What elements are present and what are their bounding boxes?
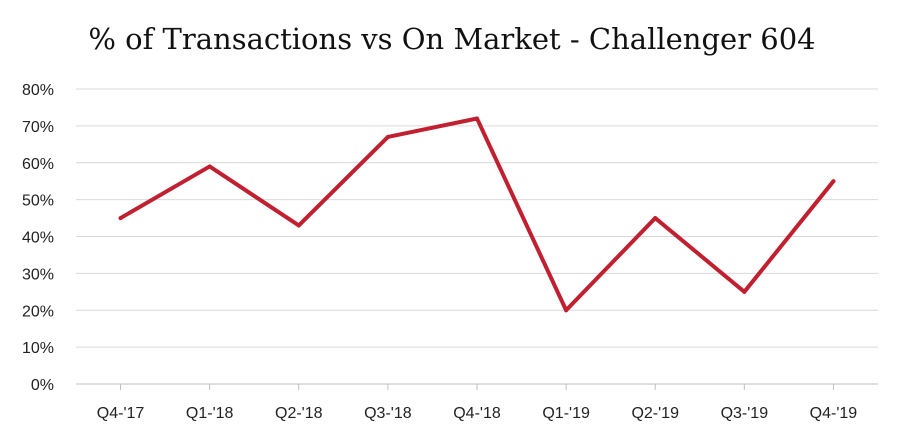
- chart-title: % of Transactions vs On Market - Challen…: [88, 22, 816, 56]
- x-tick-label: Q1-'19: [542, 405, 590, 422]
- data-point: [207, 164, 212, 169]
- data-point: [742, 289, 747, 294]
- x-tick-label: Q1-'18: [186, 405, 234, 422]
- data-point: [653, 216, 658, 221]
- y-tick-label: 0%: [31, 377, 54, 394]
- data-point: [564, 308, 569, 313]
- y-tick-label: 50%: [22, 193, 54, 210]
- x-tick-label: Q4-'18: [453, 405, 501, 422]
- data-point: [296, 223, 301, 228]
- x-tick-label: Q2-'18: [275, 405, 323, 422]
- data-point: [385, 134, 390, 139]
- x-tick-label: Q4-'19: [810, 405, 858, 422]
- y-tick-label: 20%: [22, 303, 54, 320]
- y-tick-label: 60%: [22, 156, 54, 173]
- y-tick-label: 30%: [22, 266, 54, 283]
- y-tick-label: 80%: [22, 82, 54, 99]
- x-tick-label: Q3-'19: [721, 405, 769, 422]
- x-tick-label: Q2-'19: [631, 405, 679, 422]
- y-tick-label: 10%: [22, 340, 54, 357]
- data-point: [475, 116, 479, 121]
- y-tick-label: 70%: [22, 119, 54, 136]
- data-point: [118, 216, 123, 221]
- x-tick-label: Q3-'18: [364, 405, 412, 422]
- data-point: [831, 179, 836, 184]
- x-tick-label: Q4-'17: [97, 405, 145, 422]
- series-line: [118, 116, 836, 313]
- y-tick-label: 40%: [22, 230, 54, 247]
